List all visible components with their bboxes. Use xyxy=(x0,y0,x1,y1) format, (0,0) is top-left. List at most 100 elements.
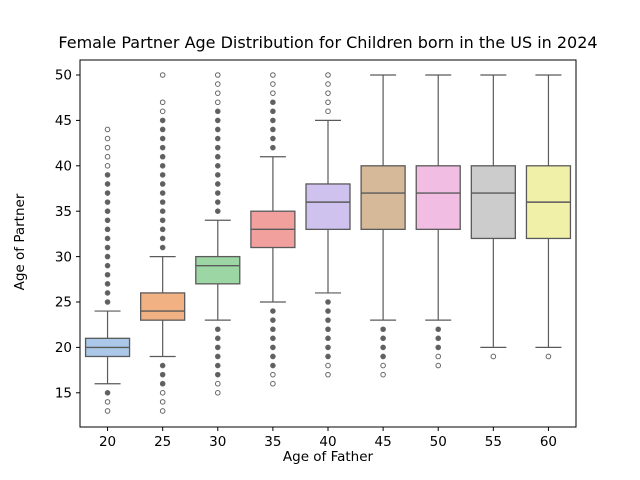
chart-title: Female Partner Age Distribution for Chil… xyxy=(58,33,598,52)
outlier-marker xyxy=(104,226,111,233)
outlier-marker xyxy=(214,326,221,333)
x-tick-label: 40 xyxy=(319,434,336,450)
outlier-marker xyxy=(325,326,331,333)
outlier-marker xyxy=(104,217,111,224)
outlier-marker xyxy=(270,72,276,78)
outlier-marker xyxy=(325,335,331,342)
y-tick-label: 30 xyxy=(55,249,72,265)
outlier-marker xyxy=(159,190,166,196)
outlier-marker xyxy=(104,208,111,214)
outlier-marker xyxy=(214,172,221,178)
outlier-marker xyxy=(270,317,276,323)
outlier-marker xyxy=(104,408,111,414)
y-tick-label: 35 xyxy=(55,204,72,220)
outlier-marker xyxy=(325,344,331,351)
outlier-marker xyxy=(159,99,166,106)
outlier-marker xyxy=(104,199,111,205)
outlier-marker xyxy=(159,135,166,142)
outlier-marker xyxy=(270,81,276,87)
outlier-marker xyxy=(325,371,331,378)
outlier-marker xyxy=(380,371,386,378)
outlier-marker xyxy=(159,244,166,251)
outlier-marker xyxy=(214,81,221,87)
outlier-marker xyxy=(104,126,111,133)
box-45 xyxy=(360,74,406,378)
outlier-marker xyxy=(325,308,331,314)
box-60 xyxy=(525,74,572,360)
outlier-marker xyxy=(380,344,386,351)
outlier-marker xyxy=(159,153,166,160)
outlier-marker xyxy=(104,190,111,196)
outlier-marker xyxy=(325,317,331,323)
outlier-marker xyxy=(159,126,166,133)
outlier-marker xyxy=(159,108,166,115)
outlier-marker xyxy=(214,153,221,160)
outlier-marker xyxy=(104,244,111,251)
outlier-marker xyxy=(270,362,276,369)
outlier-marker xyxy=(104,281,111,287)
outlier-marker xyxy=(214,135,221,142)
outlier-marker xyxy=(159,380,166,387)
outlier-marker xyxy=(104,262,111,269)
box-55 xyxy=(470,74,516,360)
outlier-marker xyxy=(159,226,166,233)
outlier-marker xyxy=(214,108,221,115)
outlier-marker xyxy=(380,335,386,342)
outlier-marker xyxy=(214,335,221,342)
y-tick-label: 15 xyxy=(55,386,72,402)
outlier-marker xyxy=(214,117,221,124)
box-rect xyxy=(140,292,186,321)
x-axis-label: Age of Father xyxy=(282,449,374,465)
outlier-marker xyxy=(159,371,166,378)
outlier-marker xyxy=(325,81,331,87)
outlier-marker xyxy=(214,163,221,169)
outlier-marker xyxy=(159,217,166,224)
box-rect xyxy=(305,183,351,231)
outlier-marker xyxy=(159,390,166,396)
outlier-marker xyxy=(104,181,111,187)
outlier-marker xyxy=(214,72,221,78)
x-tick-label: 55 xyxy=(485,434,502,450)
y-tick-label: 25 xyxy=(55,295,72,311)
outlier-marker xyxy=(159,235,166,242)
box-rect xyxy=(415,165,461,231)
outlier-marker xyxy=(104,163,111,169)
outlier-marker xyxy=(104,253,111,260)
outlier-marker xyxy=(325,353,331,360)
y-tick-label: 50 xyxy=(55,68,72,84)
outlier-marker xyxy=(159,408,166,414)
outlier-marker xyxy=(435,344,442,351)
outlier-marker xyxy=(270,135,276,142)
outlier-marker xyxy=(325,299,331,305)
outlier-marker xyxy=(159,199,166,205)
outlier-marker xyxy=(270,117,276,124)
x-tick-label: 50 xyxy=(430,434,447,450)
outlier-marker xyxy=(380,362,386,369)
y-axis-label: Age of Partner xyxy=(12,193,28,291)
outlier-marker xyxy=(490,353,497,360)
outlier-marker xyxy=(270,380,276,387)
box-25 xyxy=(140,72,186,414)
outlier-marker xyxy=(214,390,221,396)
outlier-marker xyxy=(159,117,166,124)
outlier-marker xyxy=(104,299,111,305)
outlier-marker xyxy=(380,326,386,333)
outlier-marker xyxy=(159,144,166,151)
y-tick-label: 45 xyxy=(55,113,72,129)
outlier-marker xyxy=(325,90,331,96)
outlier-marker xyxy=(159,208,166,214)
outlier-marker xyxy=(545,353,552,360)
outlier-marker xyxy=(270,353,276,360)
x-tick-label: 35 xyxy=(264,434,281,450)
outlier-marker xyxy=(159,72,166,78)
box-35 xyxy=(250,72,296,387)
outlier-marker xyxy=(104,390,111,396)
outlier-marker xyxy=(270,126,276,133)
outlier-marker xyxy=(435,326,442,333)
box-30 xyxy=(195,72,241,396)
box-20 xyxy=(84,126,131,414)
outlier-marker xyxy=(325,72,331,78)
box-rect xyxy=(360,165,406,231)
outlier-marker xyxy=(104,399,111,405)
